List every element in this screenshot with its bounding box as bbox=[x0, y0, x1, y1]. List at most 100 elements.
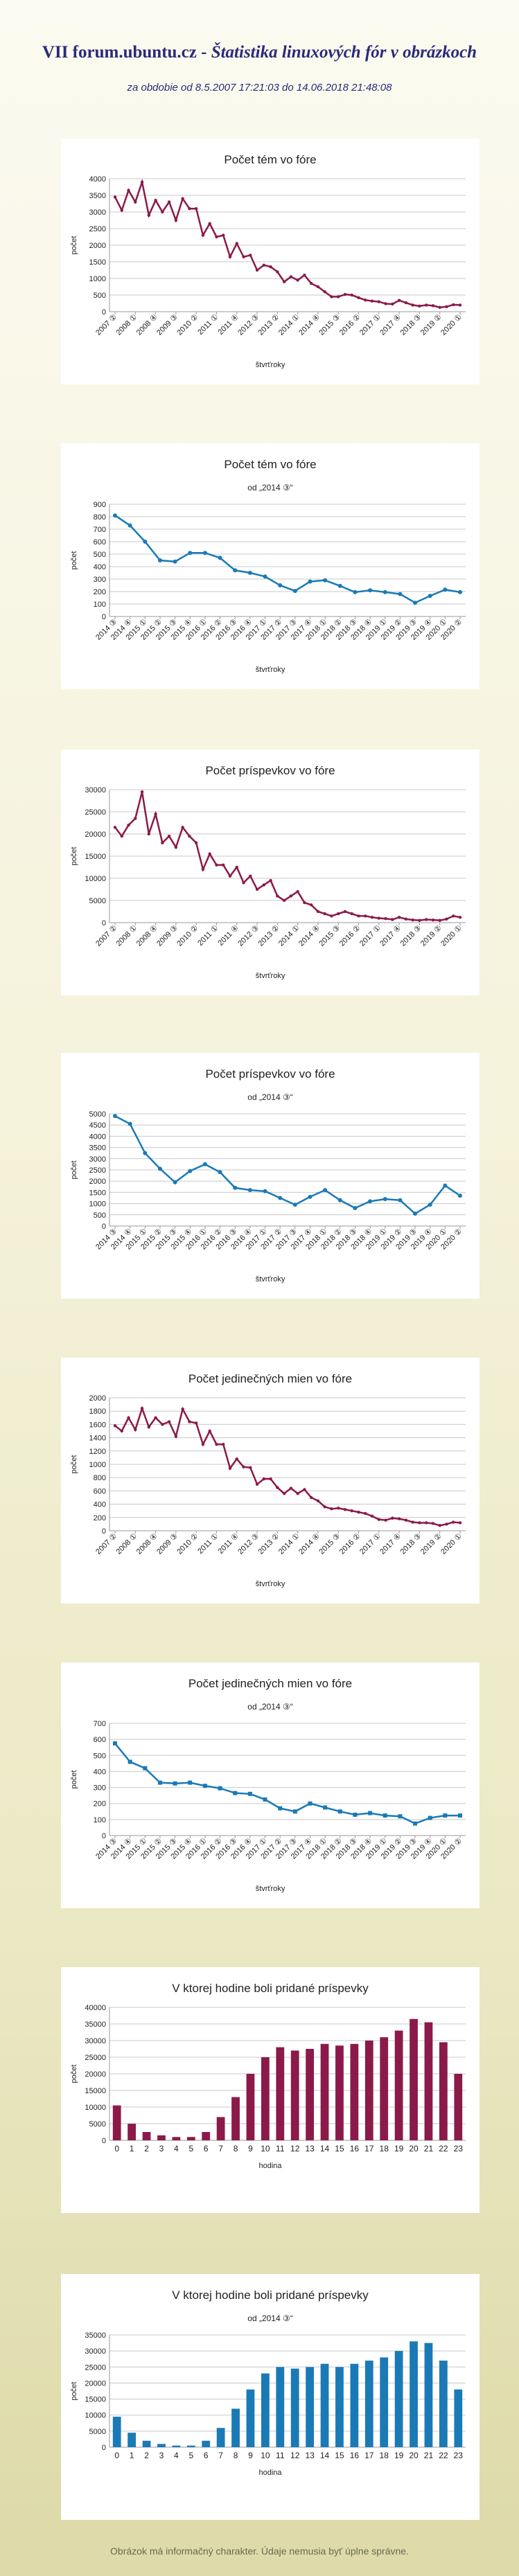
y-tick-label: 15000 bbox=[85, 2087, 106, 2095]
x-tick-label: 18 bbox=[380, 2144, 389, 2153]
x-tick-label: 2007 ② bbox=[94, 313, 118, 337]
data-point bbox=[391, 1516, 394, 1520]
data-point bbox=[364, 299, 367, 302]
y-tick-label: 0 bbox=[102, 2137, 106, 2145]
data-point bbox=[173, 1781, 177, 1786]
x-tick-label: 2020 ① bbox=[439, 1532, 464, 1556]
x-tick-label: 2017 ④ bbox=[378, 1532, 403, 1556]
data-point bbox=[194, 207, 198, 211]
data-point bbox=[391, 918, 394, 921]
x-tick-label: 2013 ② bbox=[257, 924, 281, 948]
x-tick-label: 7 bbox=[218, 2144, 223, 2153]
x-tick-label: 2008 ① bbox=[114, 313, 139, 337]
data-point bbox=[458, 1521, 462, 1525]
data-point bbox=[228, 255, 232, 258]
y-tick-label: 5000 bbox=[89, 897, 106, 905]
data-point bbox=[120, 1429, 123, 1433]
data-point bbox=[368, 1199, 373, 1204]
data-point bbox=[382, 1813, 387, 1818]
bar bbox=[127, 2433, 137, 2447]
data-point bbox=[154, 1416, 157, 1419]
bar bbox=[320, 2043, 329, 2140]
data-point bbox=[181, 197, 184, 200]
data-point bbox=[218, 1786, 222, 1791]
x-tick-label: 2 bbox=[144, 2144, 149, 2153]
title-separator: - bbox=[196, 43, 211, 62]
data-point bbox=[161, 841, 164, 844]
data-point bbox=[377, 1518, 381, 1521]
y-tick-label: 40000 bbox=[85, 2004, 106, 2012]
x-tick-label: 0 bbox=[114, 2451, 119, 2460]
y-tick-label: 30000 bbox=[85, 2347, 106, 2356]
chart-card-5: Počet jedinečných mien vo fóre 0 200 400 600… bbox=[61, 1358, 480, 1604]
y-tick-label: 1200 bbox=[89, 1448, 106, 1456]
data-point bbox=[309, 282, 313, 285]
data-point bbox=[154, 812, 157, 816]
chart-subtitle: od „2014 ③“ bbox=[247, 483, 292, 492]
data-point bbox=[357, 914, 360, 918]
bar bbox=[276, 2367, 285, 2447]
data-point bbox=[161, 1423, 164, 1426]
data-point bbox=[438, 1524, 441, 1527]
data-point bbox=[276, 270, 279, 274]
data-point bbox=[269, 1477, 272, 1481]
x-tick-label: 2008 ① bbox=[114, 924, 139, 948]
bar bbox=[439, 2361, 448, 2447]
data-point bbox=[143, 540, 148, 544]
x-tick-label: 2007 ② bbox=[94, 1532, 118, 1556]
x-tick-label: 1 bbox=[130, 2451, 134, 2460]
x-tick-label: 13 bbox=[305, 2451, 315, 2460]
data-point bbox=[262, 263, 266, 267]
data-point bbox=[431, 304, 435, 308]
data-point bbox=[120, 835, 123, 838]
x-tick-label: 2014 ④ bbox=[297, 924, 322, 948]
x-axis-label: hodina bbox=[258, 2162, 282, 2170]
chart-unique-names-2014: Počet jedinečných mien vo fóre od „2014 ③… bbox=[70, 1677, 466, 1893]
data-point bbox=[218, 556, 222, 560]
chart-topics-2014: Počet tém vo fóre od „2014 ③“ 0 100 200 300 40… bbox=[70, 458, 466, 674]
data-point bbox=[157, 1166, 162, 1171]
data-point bbox=[235, 242, 238, 245]
x-tick-label: 2007 ② bbox=[94, 924, 118, 948]
y-tick-label: 5000 bbox=[89, 1110, 106, 1119]
data-point bbox=[255, 887, 259, 891]
x-tick-label: 2013 ② bbox=[257, 313, 281, 337]
data-point bbox=[127, 523, 132, 528]
x-tick-label: 2017 ① bbox=[358, 1532, 382, 1556]
y-tick-label: 4500 bbox=[89, 1121, 106, 1130]
page-subtitle: Štatistika linuxových fór v obrázkoch bbox=[211, 43, 477, 62]
bar bbox=[410, 2018, 418, 2140]
chart-subtitle: od „2014 ③“ bbox=[247, 1092, 292, 1102]
y-tick-label: 500 bbox=[94, 1752, 106, 1760]
y-tick-label: 900 bbox=[94, 501, 106, 509]
data-point bbox=[398, 592, 403, 596]
data-point bbox=[404, 301, 408, 305]
bar bbox=[394, 2030, 403, 2140]
data-point bbox=[398, 1814, 403, 1819]
bar bbox=[439, 2042, 448, 2140]
series-line bbox=[114, 1115, 461, 1215]
data-point bbox=[413, 601, 418, 605]
x-tick-label: 8 bbox=[234, 2451, 238, 2460]
data-point bbox=[428, 1202, 432, 1207]
x-tick-label: 2008 ④ bbox=[135, 313, 159, 337]
x-axis-label: štvrťroky bbox=[256, 1580, 285, 1588]
data-point bbox=[323, 290, 326, 294]
data-point bbox=[438, 918, 441, 922]
x-tick-label: 4 bbox=[174, 2451, 179, 2460]
x-tick-label: 2019 ② bbox=[419, 1532, 443, 1556]
y-tick-label: 300 bbox=[94, 576, 106, 584]
data-point bbox=[120, 208, 123, 212]
x-tick-label: 2008 ④ bbox=[135, 1532, 159, 1556]
data-point bbox=[443, 1813, 448, 1818]
y-tick-label: 500 bbox=[94, 292, 106, 300]
data-point bbox=[134, 817, 137, 820]
x-tick-label: 5 bbox=[188, 2144, 193, 2153]
x-tick-label: 2010 ② bbox=[175, 313, 200, 337]
data-point bbox=[282, 1492, 286, 1495]
bar bbox=[112, 2417, 121, 2447]
data-point bbox=[357, 296, 360, 300]
series-line bbox=[114, 515, 461, 604]
bar bbox=[231, 2408, 240, 2447]
data-point bbox=[411, 303, 414, 307]
